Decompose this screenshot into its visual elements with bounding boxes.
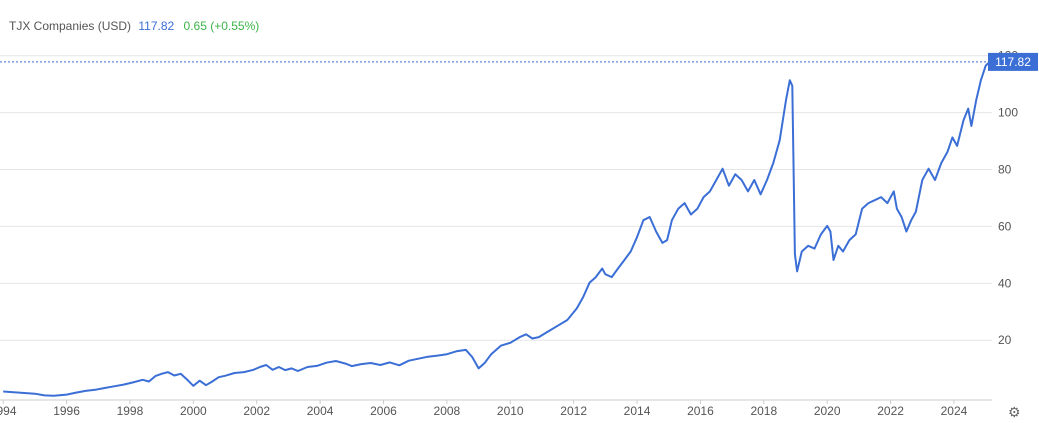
x-tick-label: 2008 (434, 404, 461, 418)
x-tick-label: 2020 (814, 404, 841, 418)
y-tick-label: 60 (998, 219, 1012, 233)
x-tick-label: 2024 (941, 404, 968, 418)
x-tick-label: 2000 (180, 404, 207, 418)
x-tick-label: 1994 (0, 404, 17, 418)
chart-header: TJX Companies (USD) 117.82 0.65 (+0.55%) (9, 19, 259, 33)
x-tick-label: 2010 (497, 404, 524, 418)
x-tick-label: 2004 (307, 404, 334, 418)
y-tick-label: 100 (998, 106, 1018, 120)
x-tick-label: 2016 (687, 404, 714, 418)
x-tick-label: 1996 (53, 404, 80, 418)
last-value-badge (988, 52, 1038, 71)
x-tick-label: 2014 (624, 404, 651, 418)
y-tick-label: 80 (998, 163, 1012, 177)
x-tick-label: 2006 (370, 404, 397, 418)
price-change: 0.65 (+0.55%) (183, 19, 260, 33)
y-tick-label: 40 (998, 276, 1012, 290)
x-tick-label: 2012 (560, 404, 587, 418)
gear-icon[interactable]: ⚙ (1008, 404, 1021, 420)
last-price: 117.82 (138, 19, 175, 33)
y-tick-label: 20 (998, 333, 1012, 347)
x-tick-label: 2002 (243, 404, 270, 418)
instrument-name: TJX Companies (USD) (9, 19, 132, 33)
price-line[interactable] (3, 61, 991, 397)
x-tick-label: 2022 (877, 404, 904, 418)
last-value-label: 117.82 (995, 55, 1031, 69)
x-tick-label: 1998 (117, 404, 144, 418)
x-tick-label: 2018 (750, 404, 777, 418)
